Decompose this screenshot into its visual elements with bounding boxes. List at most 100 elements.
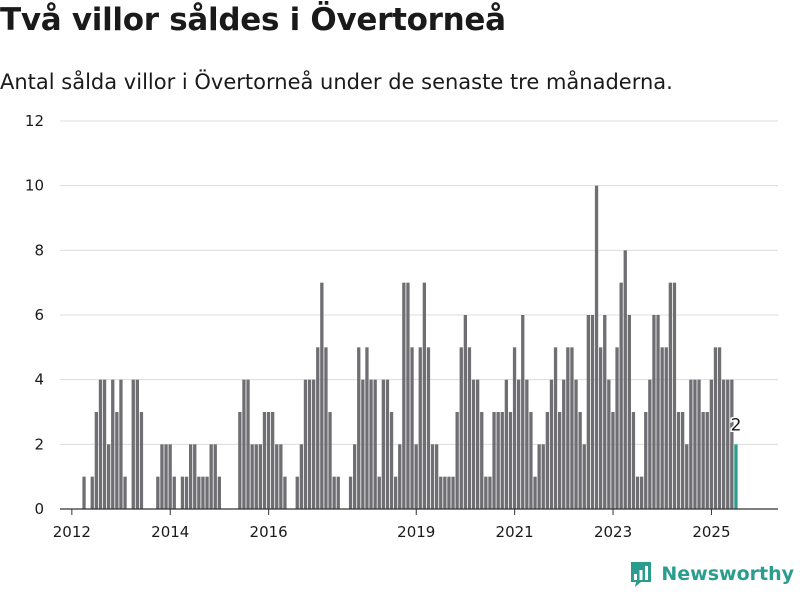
bar [201, 476, 205, 509]
y-tick-label: 4 [34, 371, 44, 389]
bar [119, 379, 123, 509]
bar [279, 444, 283, 509]
bar [558, 412, 562, 509]
bar [627, 315, 631, 509]
bar [295, 476, 299, 509]
bar [648, 379, 652, 509]
bar [500, 412, 504, 509]
bar [254, 444, 258, 509]
bar [722, 379, 726, 509]
bar [447, 476, 451, 509]
bar [303, 379, 308, 509]
bar [611, 412, 615, 509]
bar [656, 315, 660, 509]
bar [98, 379, 103, 509]
bar [439, 476, 443, 509]
bar [443, 476, 447, 509]
bar [689, 379, 693, 509]
bar [115, 412, 119, 509]
bar [369, 379, 373, 509]
bar [266, 412, 271, 509]
bar [250, 444, 254, 509]
bar [406, 282, 410, 509]
bar [492, 412, 496, 509]
bar [426, 347, 431, 509]
bar [529, 412, 533, 509]
bar [566, 347, 570, 509]
bar [414, 444, 418, 509]
bar [574, 379, 578, 509]
bar [156, 476, 160, 509]
bar [463, 315, 467, 509]
y-tick-label: 12 [25, 112, 44, 130]
bar [451, 476, 455, 509]
bar [205, 476, 209, 509]
bar [496, 412, 500, 509]
bar [353, 444, 357, 509]
bar [590, 315, 595, 509]
bar [504, 379, 508, 509]
bar [394, 476, 398, 509]
bar [672, 282, 677, 509]
bar [107, 444, 111, 509]
bar [328, 412, 332, 509]
bar [418, 347, 422, 509]
bar [82, 476, 86, 509]
bar [111, 379, 115, 509]
x-tick-label: 2019 [397, 523, 435, 541]
x-tick-label: 2025 [692, 523, 730, 541]
brand-logo: Newsworthy [629, 560, 794, 588]
bar [172, 476, 176, 509]
bar [246, 379, 250, 509]
bar [533, 476, 537, 509]
bar [693, 379, 697, 509]
bar [312, 379, 316, 509]
y-tick-label: 2 [34, 435, 44, 453]
bar [307, 379, 312, 509]
bar [599, 347, 603, 509]
bar [377, 476, 381, 509]
bar [262, 412, 267, 509]
data-label-latest: 2 [731, 415, 742, 435]
bar [217, 476, 221, 509]
bar [398, 444, 402, 509]
bar [676, 412, 681, 509]
bar [164, 444, 168, 509]
x-tick-label: 2016 [250, 523, 288, 541]
bar [131, 379, 135, 509]
bar [701, 412, 705, 509]
bar [640, 476, 644, 509]
bar [422, 282, 426, 509]
bar [402, 282, 406, 509]
bar [705, 412, 709, 509]
bar [730, 379, 734, 509]
bar [484, 476, 488, 509]
bar [94, 412, 98, 509]
bar [410, 347, 414, 509]
x-tick-label: 2023 [594, 523, 632, 541]
bar [135, 379, 139, 509]
bar [549, 379, 554, 509]
bar [258, 444, 262, 509]
bar [517, 379, 521, 509]
bar [652, 315, 656, 509]
bar [697, 379, 701, 509]
newsworthy-logo-icon [631, 562, 652, 587]
bar [709, 379, 713, 509]
bar [242, 379, 246, 509]
bar [213, 444, 217, 509]
bar [615, 347, 619, 509]
bar [90, 476, 94, 509]
bar [541, 444, 545, 509]
bar [361, 379, 365, 509]
bar [324, 347, 328, 509]
bar [512, 347, 517, 509]
bar [389, 412, 394, 509]
bar [525, 379, 529, 509]
bar [578, 412, 582, 509]
bar [508, 412, 513, 509]
bar [488, 476, 492, 509]
brand-name: Newsworthy [661, 563, 794, 585]
bar [717, 347, 722, 509]
